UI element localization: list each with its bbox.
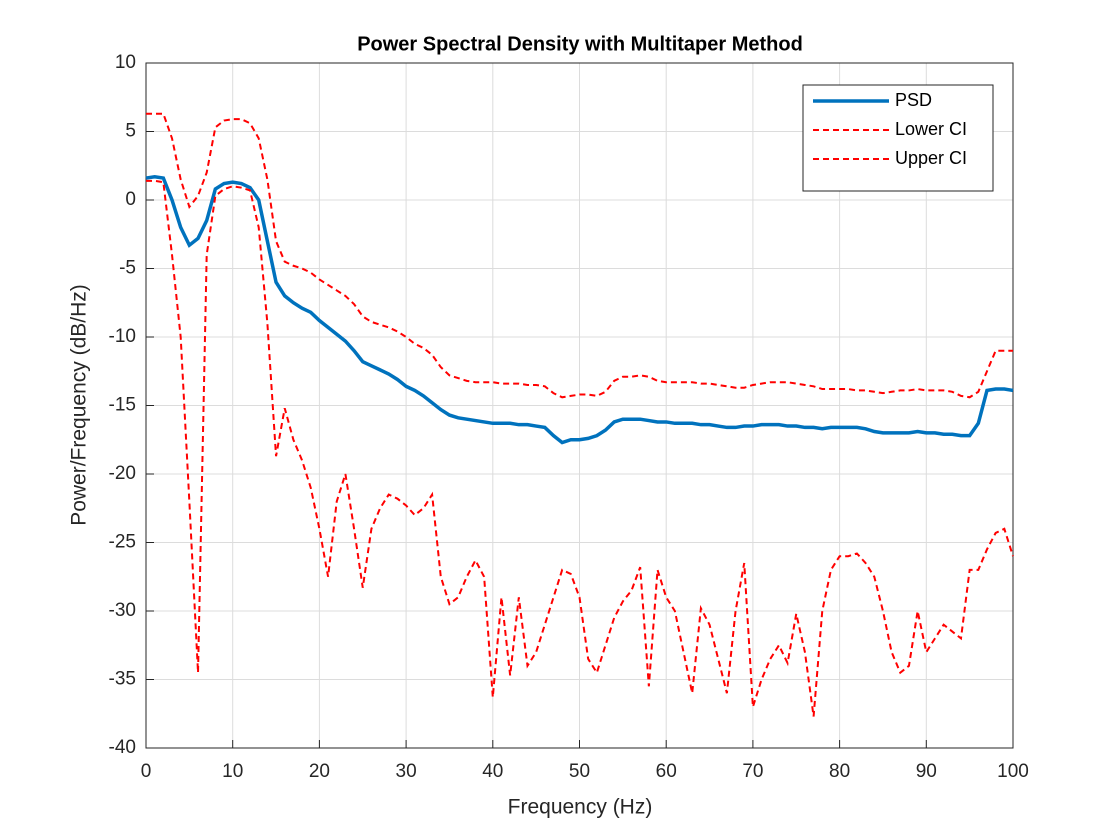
- x-tick-label: 90: [916, 761, 937, 782]
- y-tick-label: -20: [109, 463, 136, 484]
- y-tick-label: -15: [109, 395, 136, 416]
- y-tick-label: -40: [109, 737, 136, 758]
- plot-frame: [145, 62, 1014, 749]
- y-tick-label: -5: [119, 258, 136, 279]
- y-axis-label: Power/Frequency (dB/Hz): [68, 284, 91, 526]
- y-tick-label: -35: [109, 669, 136, 690]
- y-tick-label: -10: [109, 326, 136, 347]
- series-line: [146, 179, 1014, 717]
- x-tick-label: 30: [396, 761, 417, 782]
- x-tick-label: 40: [482, 761, 503, 782]
- chart-title: Power Spectral Density with Multitaper M…: [357, 33, 803, 55]
- x-tick-label: 80: [829, 761, 850, 782]
- series-line: [145, 174, 1014, 445]
- x-tick-label: 70: [742, 761, 763, 782]
- legend-label: Upper CI: [895, 148, 967, 168]
- legend-label: Lower CI: [895, 119, 967, 139]
- y-tick-label: 10: [115, 52, 136, 73]
- x-tick-label: 20: [309, 761, 330, 782]
- y-tick-label: 5: [125, 121, 136, 142]
- y-tick-label: -30: [109, 600, 136, 621]
- y-tick-label: 0: [125, 189, 136, 210]
- x-tick-label: 60: [656, 761, 677, 782]
- x-tick-label: 10: [222, 761, 243, 782]
- legend-label: PSD: [895, 90, 932, 110]
- x-tick-label: 0: [141, 761, 152, 782]
- y-tick-label: -25: [109, 532, 136, 553]
- x-axis-label: Frequency (Hz): [508, 796, 653, 819]
- x-tick-label: 100: [997, 761, 1029, 782]
- series-line: [146, 112, 1013, 399]
- x-tick-label: 50: [569, 761, 590, 782]
